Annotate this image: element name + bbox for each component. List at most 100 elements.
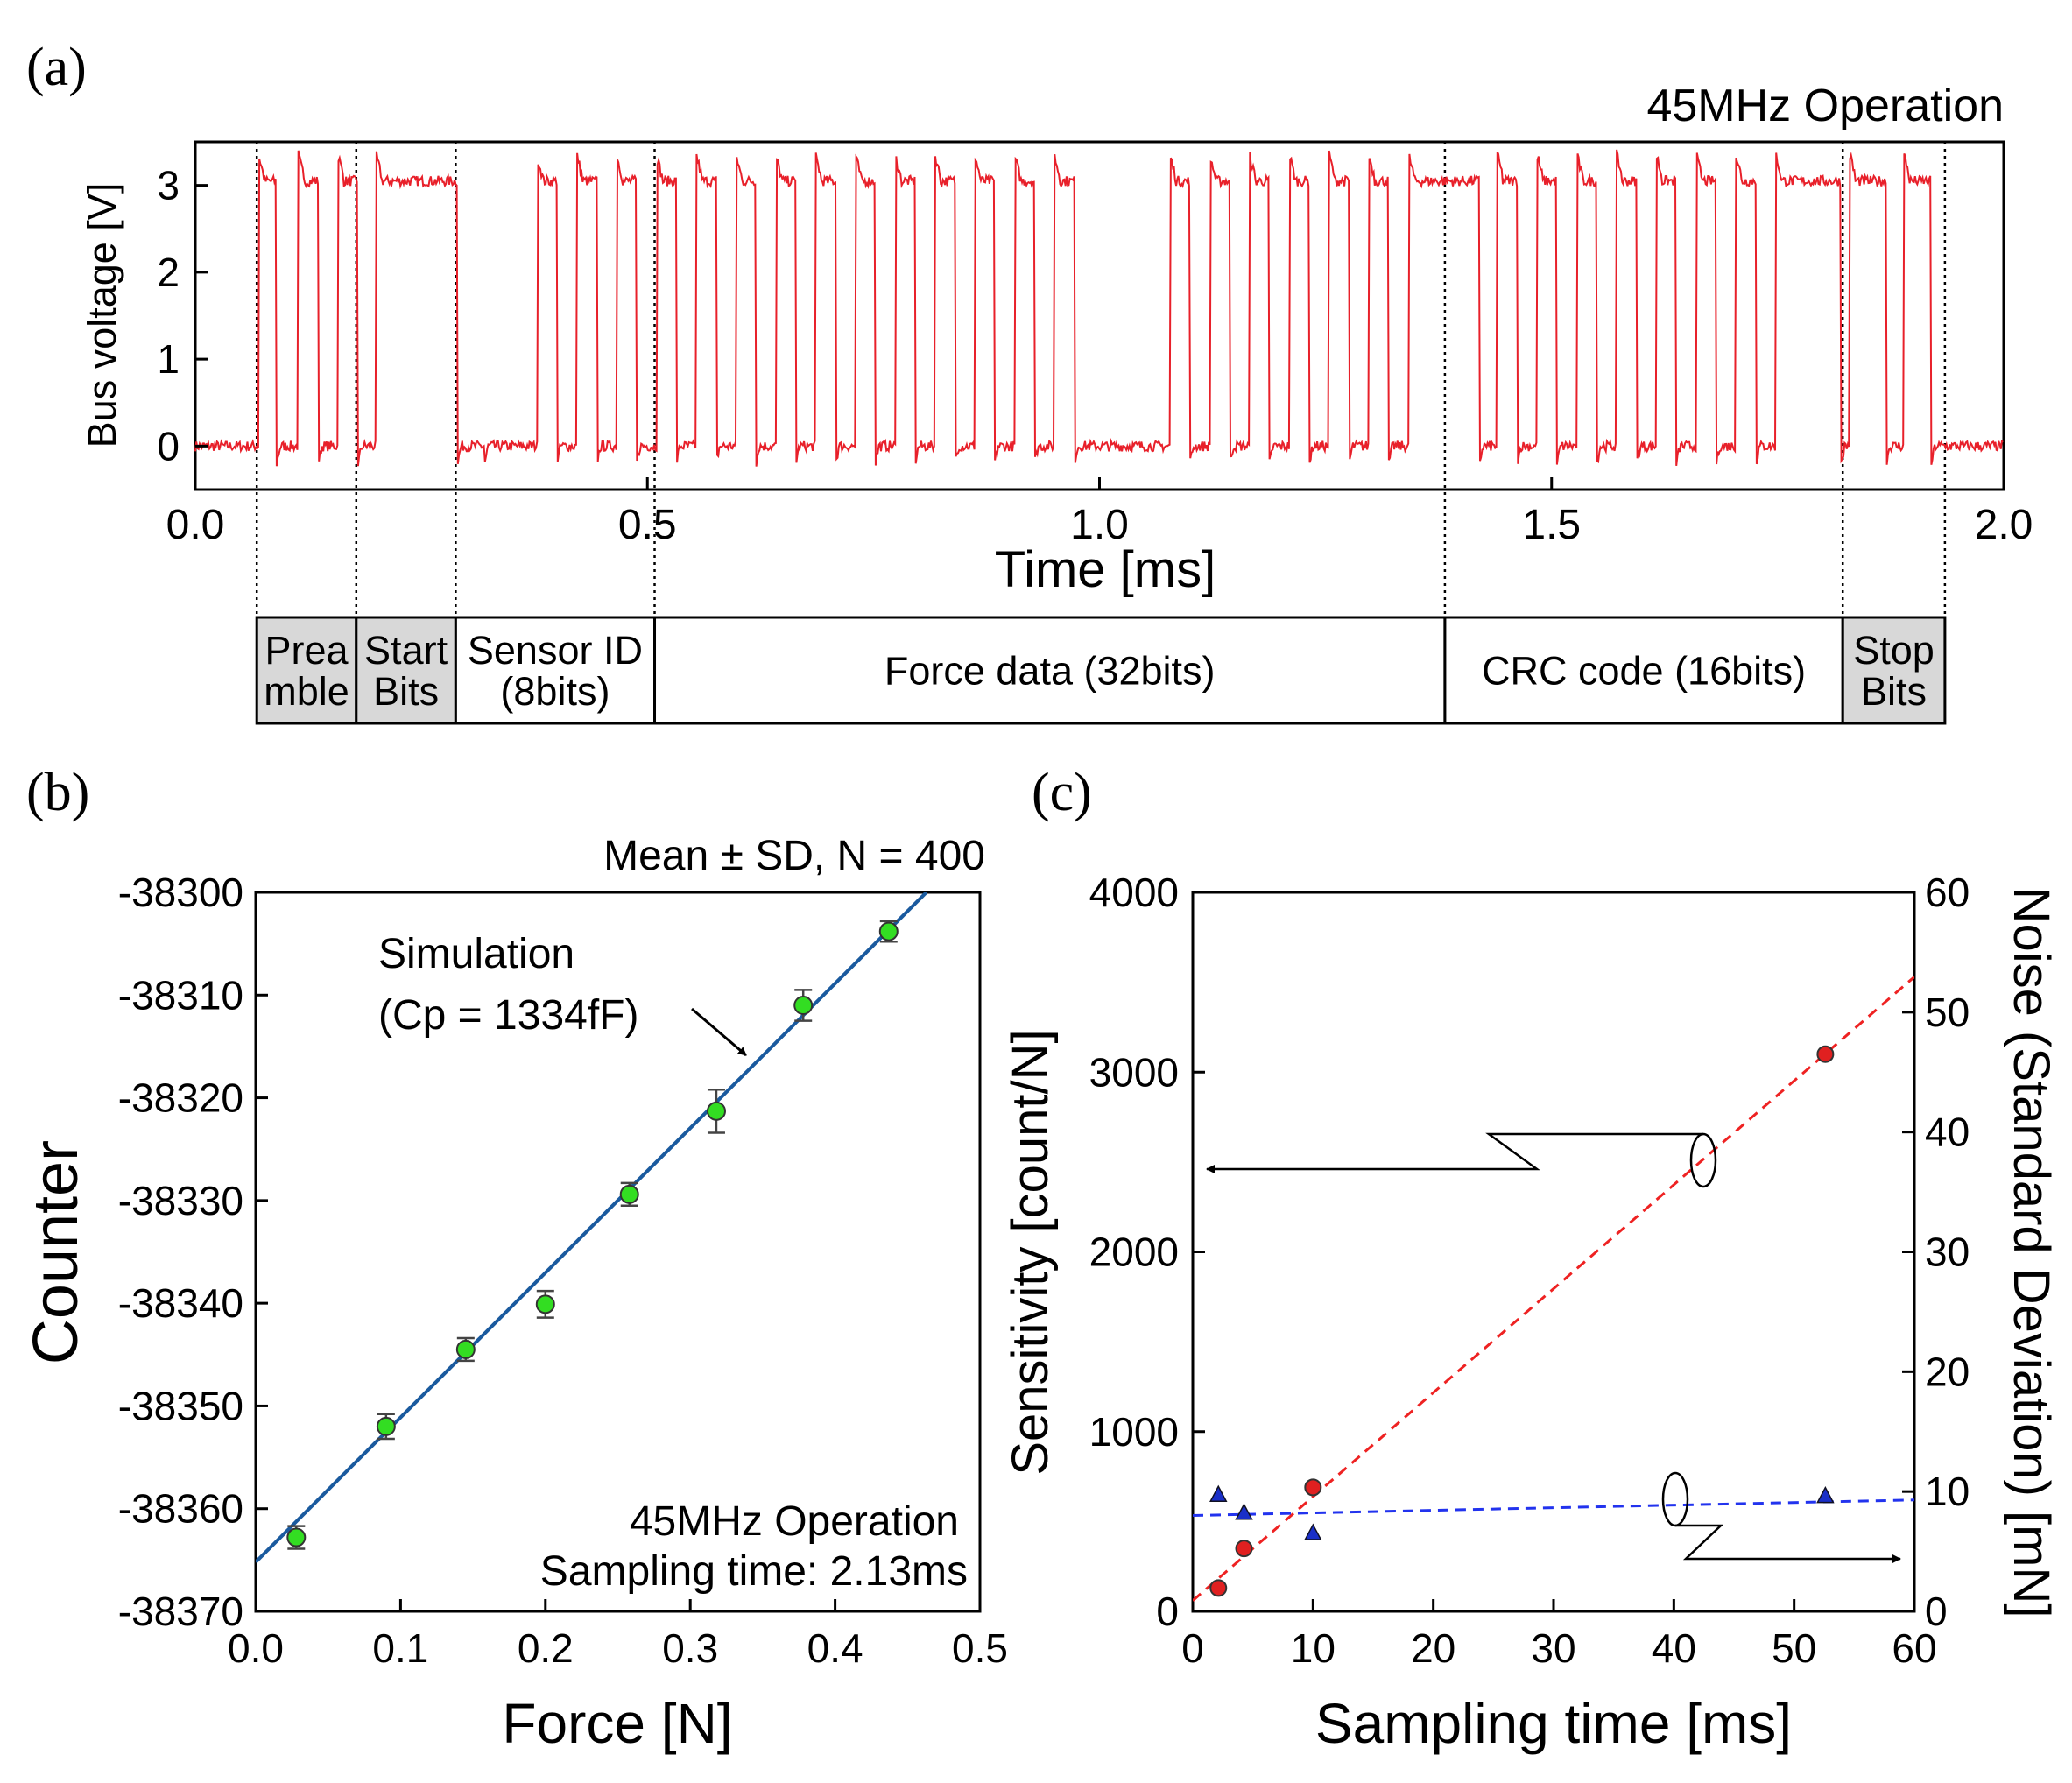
- panel-b-x-tick-label: 0.1: [372, 1625, 428, 1671]
- panel-b-x-tick-label: 0.3: [662, 1625, 718, 1671]
- panel-c-y2-tick-label: 20: [1925, 1349, 1970, 1394]
- panel-b-x-tick-label: 0.4: [807, 1625, 863, 1671]
- noise-marker-ellipse: [1661, 1471, 1689, 1527]
- panel-b-title: Mean ± SD, N = 400: [603, 833, 985, 879]
- panel-a-y-tick-label: 3: [157, 163, 180, 208]
- force-data-point: [455, 1336, 476, 1363]
- measured-point-marker: [878, 921, 899, 941]
- sensitivity-axis-indicator: [1206, 1132, 1717, 1188]
- panel-c-y-tick-label: 3000: [1089, 1049, 1179, 1095]
- panel-a-x-ticks: 0.0 0.5 1.0 1.5 2.0: [166, 477, 2033, 548]
- section-label-sensor-id-8bits: (8bits): [500, 669, 610, 714]
- sensitivity-fit-line: [1193, 976, 1914, 1602]
- noise-right-arrow: [1675, 1524, 1901, 1563]
- section-label-stop-bits: Bits: [1861, 669, 1927, 714]
- panel-b-y-tick-label: -38330: [118, 1178, 243, 1223]
- panel-a-x-tick-label: 1.0: [1070, 502, 1129, 548]
- panel-c-y-label: Sensitivity [count/N]: [1002, 1029, 1059, 1475]
- section-cell-crc-code-16bits: [1443, 616, 1844, 725]
- panel-b-sampling-label: Sampling time: 2.13ms: [540, 1548, 968, 1595]
- panel-c-x-tick-label: 0: [1181, 1625, 1204, 1671]
- panel-a-x-tick-label: 0.0: [166, 502, 225, 548]
- sensitivity-left-arrow: [1206, 1132, 1703, 1173]
- simulation-label: Simulation: [378, 931, 574, 977]
- sensitivity-point-marker: [1235, 1540, 1253, 1558]
- section-label-stop-bits: Stop: [1853, 628, 1935, 673]
- force-data-point: [535, 1289, 555, 1319]
- force-data-point: [619, 1181, 639, 1207]
- section-cell-sensor-id-8bits: [454, 616, 657, 725]
- panel-c-x-tick-label: 40: [1652, 1625, 1696, 1671]
- panel-b-x-label: Force [N]: [502, 1692, 732, 1755]
- panel-c-y-tick-label: 2000: [1089, 1230, 1179, 1275]
- section-label-prea-mble: Prea: [264, 628, 349, 673]
- panel-b-x-tick-label: 0.0: [228, 1625, 284, 1671]
- noise-point-marker: [1235, 1503, 1253, 1520]
- panel-b-y-tick-label: -38350: [118, 1383, 243, 1428]
- panel-c-y-tick-label: 0: [1156, 1589, 1179, 1634]
- panel-c-y-tick-label: 4000: [1089, 870, 1179, 915]
- section-label-sensor-id-8bits: Sensor ID: [468, 628, 643, 673]
- sensitivity-point-marker: [1304, 1478, 1322, 1497]
- panel-b-x-tick-label: 0.2: [518, 1625, 574, 1671]
- measured-point-marker: [706, 1101, 726, 1121]
- noise-point-marker: [1816, 1486, 1835, 1504]
- panel-b-frame: [254, 891, 982, 1613]
- panel-c-x-tick-label: 30: [1531, 1625, 1575, 1671]
- panel-c-y2-tick-label: 30: [1925, 1230, 1970, 1275]
- panel-a-y-tick-label: 2: [157, 250, 180, 295]
- panel-b-y-tick-label: -38300: [118, 870, 243, 915]
- force-data-point: [376, 1413, 396, 1441]
- panel-a-x-tick-label: 0.5: [618, 502, 677, 548]
- noise-axis-indicator: [1661, 1471, 1901, 1563]
- force-data-point: [793, 989, 814, 1022]
- panel-c-x-label: Sampling time [ms]: [1315, 1692, 1792, 1755]
- noise-point-marker: [1304, 1523, 1322, 1540]
- section-cell-force-data-32bits: [653, 616, 1447, 725]
- panel-a-title: 45MHz Operation: [1646, 81, 2004, 131]
- panel-a-bus-voltage-trace: [194, 149, 2004, 467]
- section-label-start-bits: Start: [364, 628, 448, 673]
- panel-c-x-tick-label: 10: [1291, 1625, 1336, 1671]
- panel-c-y2-tick-label: 10: [1925, 1469, 1970, 1514]
- panel-b-y-tick-label: -38370: [118, 1589, 243, 1634]
- panel-label-b: (b): [26, 763, 89, 822]
- panel-c-y2-tick-label: 0: [1925, 1589, 1948, 1634]
- sensitivity-point-marker: [1209, 1579, 1228, 1597]
- panel-a-x-tick-label: 1.5: [1522, 502, 1581, 548]
- panel-c-y2-tick-label: 50: [1925, 990, 1970, 1035]
- section-cell-stop-bits: [1841, 616, 1947, 725]
- panel-c-x-tick-label: 60: [1892, 1625, 1936, 1671]
- panel-b-y-tick-label: -38340: [118, 1280, 243, 1326]
- measured-point-marker: [619, 1184, 639, 1204]
- section-cell-prea-mble: [255, 616, 358, 725]
- force-data-point: [286, 1525, 307, 1550]
- simulation-cp-label: (Cp = 1334fF): [378, 992, 638, 1039]
- panel-c-y2-tick-label: 40: [1925, 1110, 1970, 1155]
- panel-b-y-tick-label: -38310: [118, 972, 243, 1018]
- panel-a-plot: 0 1 2 3 0.0 0.5 1.0 1.5 2.0: [157, 140, 2033, 617]
- panel-a-y-tick-label: 1: [157, 336, 180, 382]
- measured-point-marker: [376, 1416, 396, 1436]
- panel-b-y-label: Counter: [21, 1140, 91, 1364]
- panel-a-y-tick-label: 0: [157, 423, 180, 469]
- panel-label-a: (a): [26, 38, 87, 97]
- panel-a-y-label: Bus voltage [V]: [80, 183, 124, 448]
- force-data-point: [706, 1088, 726, 1134]
- force-data-point: [878, 920, 899, 943]
- panel-b-data-points: [286, 920, 899, 1550]
- panel-c-data-points: [1209, 1045, 1835, 1597]
- sensitivity-point-marker: [1816, 1045, 1835, 1063]
- simulation-pointer-arrow: [691, 1007, 747, 1057]
- panel-a-x-tick-label: 2.0: [1975, 502, 2033, 548]
- panel-b-operation-label: 45MHz Operation: [630, 1498, 959, 1545]
- panel-c-x-tick-label: 50: [1772, 1625, 1816, 1671]
- panel-a-y-ticks: 0 1 2 3: [157, 163, 208, 469]
- panel-a-x-label: Time [ms]: [995, 541, 1216, 598]
- panel-a-frame: [194, 140, 2005, 491]
- simulation-line: [256, 892, 928, 1564]
- section-cell-start-bits: [355, 616, 457, 725]
